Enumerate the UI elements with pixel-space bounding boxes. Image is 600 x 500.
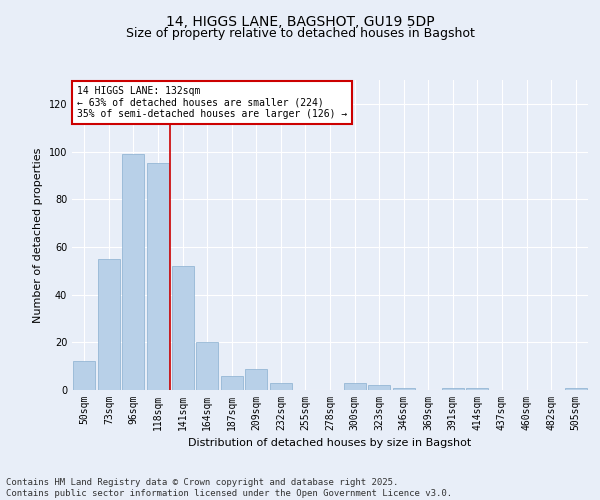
Bar: [466, 388, 488, 390]
Bar: [172, 266, 194, 390]
Bar: [368, 385, 390, 390]
Bar: [270, 383, 292, 390]
Bar: [442, 388, 464, 390]
Bar: [392, 388, 415, 390]
Y-axis label: Number of detached properties: Number of detached properties: [33, 148, 43, 322]
X-axis label: Distribution of detached houses by size in Bagshot: Distribution of detached houses by size …: [188, 438, 472, 448]
Bar: [98, 259, 120, 390]
Bar: [122, 154, 145, 390]
Text: 14, HIGGS LANE, BAGSHOT, GU19 5DP: 14, HIGGS LANE, BAGSHOT, GU19 5DP: [166, 15, 434, 29]
Bar: [245, 368, 268, 390]
Bar: [147, 164, 169, 390]
Text: 14 HIGGS LANE: 132sqm
← 63% of detached houses are smaller (224)
35% of semi-det: 14 HIGGS LANE: 132sqm ← 63% of detached …: [77, 86, 347, 120]
Text: Contains HM Land Registry data © Crown copyright and database right 2025.
Contai: Contains HM Land Registry data © Crown c…: [6, 478, 452, 498]
Bar: [196, 342, 218, 390]
Bar: [565, 388, 587, 390]
Bar: [344, 383, 365, 390]
Text: Size of property relative to detached houses in Bagshot: Size of property relative to detached ho…: [125, 28, 475, 40]
Bar: [221, 376, 243, 390]
Bar: [73, 362, 95, 390]
